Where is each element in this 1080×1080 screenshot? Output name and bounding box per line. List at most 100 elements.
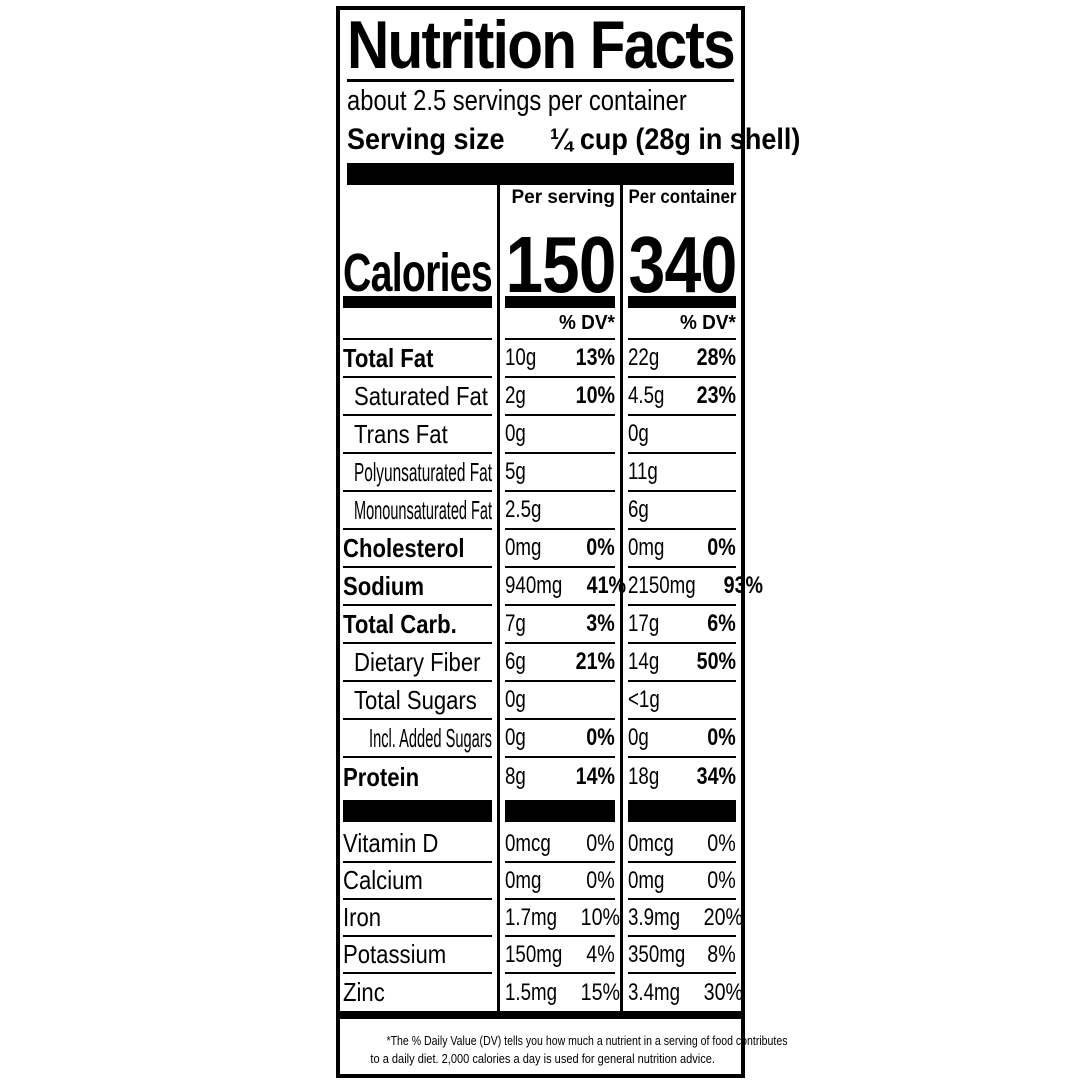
dv-header-row: % DV* % DV*: [340, 308, 741, 340]
nutrient-name-cell: Vitamin D: [340, 826, 500, 863]
nutrient-row: Dietary Fiber 6g 21% 14g 50%: [340, 644, 741, 682]
vitamin-row: Zinc 1.5mg 15% 3.4mg 30%: [340, 974, 743, 1011]
container-amount: 0g: [628, 724, 649, 751]
serving-amount: 940mg: [505, 572, 563, 599]
header-thick-bar: [347, 163, 734, 185]
container-amount: 0mcg: [628, 829, 674, 857]
serving-value-cell: 5g: [500, 454, 623, 492]
container-amount: 4.5g: [628, 382, 665, 409]
serving-dv: 21%: [575, 648, 615, 675]
nutrient-name-cell: Monounsaturated Fat: [340, 492, 500, 530]
serving-dv: 4%: [586, 940, 615, 968]
serving-amount: 6g: [505, 648, 526, 675]
nutrient-name: Cholesterol: [343, 532, 465, 563]
nutrient-name: Iron: [343, 902, 382, 932]
container-amount: 2150mg: [628, 572, 696, 599]
title-rule: [347, 79, 734, 82]
nutrient-name: Zinc: [343, 977, 385, 1007]
serving-amount: 150mg: [505, 940, 563, 968]
container-value-cell: 0mcg 0%: [623, 826, 741, 863]
nutrient-name-cell: Polyunsaturated Fat: [340, 454, 500, 492]
container-value-cell: <1g: [623, 682, 741, 720]
calories-label: Calories: [343, 243, 493, 303]
nutrient-row: Total Fat 10g 13% 22g 28%: [340, 340, 741, 378]
calories-underbar-container: [623, 296, 741, 308]
nutrient-table: Calories Per serving 150 Per container 3…: [340, 183, 763, 1011]
section-divider-bar-label: [340, 796, 500, 826]
container-value-cell: 0g 0%: [623, 720, 741, 758]
nutrient-row: Sodium 940mg 41% 2150mg 93%: [340, 568, 763, 606]
serving-amount: 0g: [505, 686, 526, 713]
serving-amount: 0mcg: [505, 829, 551, 857]
serving-value-cell: 1.5mg 15%: [500, 974, 623, 1011]
serving-value-cell: 8g 14%: [500, 758, 623, 796]
serving-value-cell: 0mcg 0%: [500, 826, 623, 863]
nutrient-rows: Total Fat 10g 13% 22g 28% Saturated Fat 2g 10% 4…: [340, 340, 763, 796]
container-amount: 22g: [628, 344, 660, 371]
calories-underbar-label: [340, 296, 500, 308]
label-header: Nutrition Facts about 2.5 servings per c…: [340, 10, 800, 185]
per-serving-header: Per serving: [511, 187, 616, 208]
serving-amount: 1.7mg: [505, 903, 558, 931]
container-amount: 17g: [628, 610, 660, 637]
container-value-cell: 3.9mg 20%: [623, 900, 743, 937]
calories-per-serving-value: 150: [505, 220, 616, 309]
nutrient-name-cell: Total Carb.: [340, 606, 500, 644]
nutrient-name-cell: Protein: [340, 758, 500, 796]
serving-dv: 10%: [575, 382, 615, 409]
nf-title: Nutrition Facts: [347, 11, 736, 79]
per-container-header: Per container: [628, 187, 736, 208]
nutrient-name: Dietary Fiber: [354, 646, 481, 677]
serving-amount: 2.5g: [505, 496, 542, 523]
container-dv: 0%: [707, 534, 736, 561]
serving-amount: 10g: [505, 344, 537, 371]
serving-value-cell: 10g 13%: [500, 340, 623, 378]
vitamin-row: Potassium 150mg 4% 350mg 8%: [340, 937, 741, 974]
calories-underbar-row: [340, 296, 741, 308]
serving-amount: 0g: [505, 420, 526, 447]
serving-dv: 13%: [575, 344, 615, 371]
container-amount: 3.4mg: [628, 978, 681, 1006]
serving-value-cell: 1.7mg 10%: [500, 900, 623, 937]
container-amount: 11g: [628, 458, 658, 485]
serving-size-row: Serving size ¼ cup (28g in shell): [347, 120, 800, 160]
nutrient-row: Monounsaturated Fat 2.5g 6g: [340, 492, 741, 530]
calories-label-cell: Calories: [340, 183, 500, 303]
nutrient-name: Total Sugars: [354, 684, 477, 715]
container-amount: 14g: [628, 648, 660, 675]
container-amount: 0g: [628, 420, 649, 447]
serving-amount: 5g: [505, 458, 526, 485]
container-value-cell: 22g 28%: [623, 340, 741, 378]
nutrient-name-cell: Total Sugars: [340, 682, 500, 720]
serving-dv: 0%: [586, 829, 615, 857]
nutrient-name: Incl. Added Sugars: [369, 722, 492, 753]
bottom-thick-bar: [340, 1011, 741, 1019]
serving-value-cell: 0mg 0%: [500, 863, 623, 900]
serving-value-cell: 0mg 0%: [500, 530, 623, 568]
container-value-cell: 14g 50%: [623, 644, 741, 682]
nutrient-name-cell: Trans Fat: [340, 416, 500, 454]
serving-amount: 1.5mg: [505, 978, 558, 1006]
serving-dv: 3%: [586, 610, 615, 637]
container-amount: 6g: [628, 496, 649, 523]
nutrition-facts-label: Nutrition Facts about 2.5 servings per c…: [336, 6, 800, 1078]
serving-value-cell: 7g 3%: [500, 606, 623, 644]
nutrient-row: Total Sugars 0g <1g: [340, 682, 741, 720]
serving-value-cell: 0g: [500, 416, 623, 454]
container-amount: 350mg: [628, 940, 686, 968]
container-value-cell: 3.4mg 30%: [623, 974, 743, 1011]
serving-value-cell: 0g 0%: [500, 720, 623, 758]
calories-per-container-value: 340: [628, 220, 737, 309]
nutrient-row: Polyunsaturated Fat 5g 11g: [340, 454, 741, 492]
section-divider-bar-serving: [500, 796, 623, 826]
container-dv: 93%: [723, 572, 763, 599]
container-value-cell: 18g 34%: [623, 758, 741, 796]
serving-amount: 2g: [505, 382, 526, 409]
nutrient-name: Total Fat: [343, 342, 434, 373]
serving-amount: 0g: [505, 724, 526, 751]
serving-value-cell: 6g 21%: [500, 644, 623, 682]
serving-dv: 0%: [586, 866, 615, 894]
serving-amount: 7g: [505, 610, 526, 637]
serving-value-cell: 150mg 4%: [500, 937, 623, 974]
container-amount: 0mg: [628, 866, 665, 894]
